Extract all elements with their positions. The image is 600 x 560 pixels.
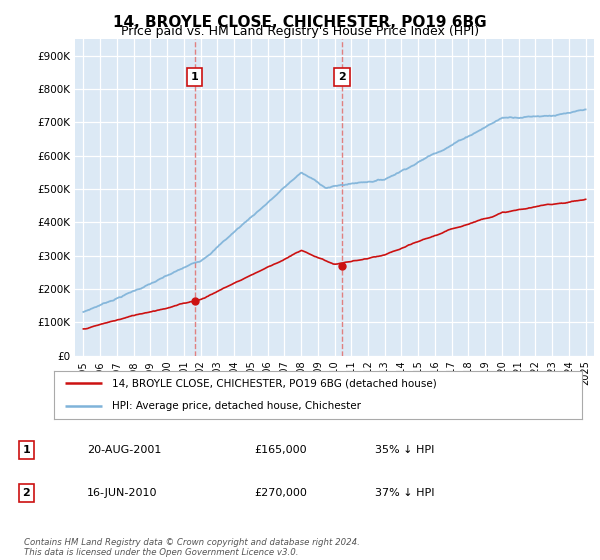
Text: 1: 1 — [191, 72, 199, 82]
Text: 14, BROYLE CLOSE, CHICHESTER, PO19 6BG (detached house): 14, BROYLE CLOSE, CHICHESTER, PO19 6BG (… — [112, 378, 437, 388]
Text: 2: 2 — [338, 72, 346, 82]
Text: Price paid vs. HM Land Registry's House Price Index (HPI): Price paid vs. HM Land Registry's House … — [121, 25, 479, 38]
Text: 16-JUN-2010: 16-JUN-2010 — [87, 488, 157, 498]
Text: £165,000: £165,000 — [254, 445, 307, 455]
Text: 1: 1 — [23, 445, 30, 455]
Text: 2: 2 — [23, 488, 30, 498]
Text: 14, BROYLE CLOSE, CHICHESTER, PO19 6BG: 14, BROYLE CLOSE, CHICHESTER, PO19 6BG — [113, 15, 487, 30]
Text: 35% ↓ HPI: 35% ↓ HPI — [375, 445, 434, 455]
Text: 20-AUG-2001: 20-AUG-2001 — [87, 445, 161, 455]
Text: 37% ↓ HPI: 37% ↓ HPI — [375, 488, 434, 498]
Text: £270,000: £270,000 — [254, 488, 307, 498]
Text: Contains HM Land Registry data © Crown copyright and database right 2024.
This d: Contains HM Land Registry data © Crown c… — [24, 538, 360, 557]
Text: HPI: Average price, detached house, Chichester: HPI: Average price, detached house, Chic… — [112, 400, 361, 410]
